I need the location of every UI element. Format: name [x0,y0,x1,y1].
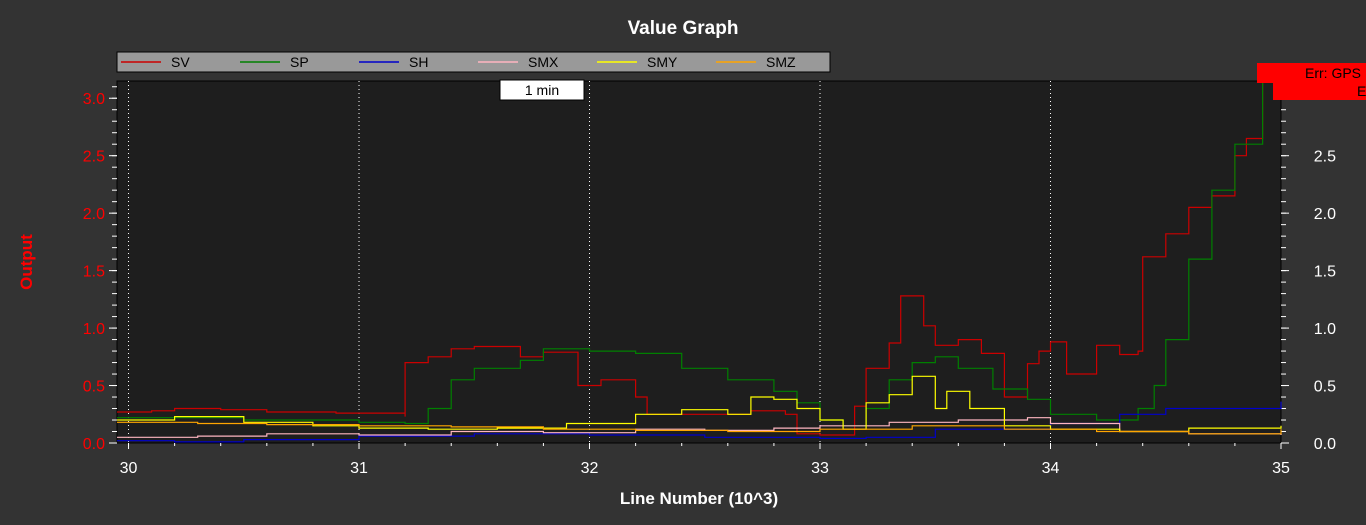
y-tick-label: 1.0 [83,321,105,338]
time-marker-label: 1 min [525,82,559,98]
legend-label-smz: SMZ [766,54,796,70]
x-tick-label: 35 [1272,460,1290,477]
legend-label-sh: SH [409,54,428,70]
x-axis-label: Line Number (10^3) [620,489,778,508]
y-axis-label: Output [17,234,36,290]
chart-title: Value Graph [628,18,739,39]
legend[interactable]: SV SP SH SMX SMY SMZ [116,51,831,73]
error-flag-gps [1257,63,1366,83]
legend-label-smx: SMX [528,54,559,70]
time-marker-box [499,79,585,101]
y-right-tick-label: 1.5 [1314,264,1336,281]
x-tick-label: 30 [120,460,138,477]
x-axis: 30 31 32 33 34 35 [120,443,1290,477]
series-line-sh [117,401,1282,443]
time-marker: 1 min [499,79,585,101]
y-tick-label: 2.5 [83,149,105,166]
y-right-tick-label: 0.0 [1314,436,1336,453]
y-tick-label: 2.0 [83,206,105,223]
y-right-tick-label: 2.0 [1314,206,1336,223]
legend-box [116,51,831,73]
x-tick-label: 31 [350,460,368,477]
error-flag-gps-label: Err: GPS [1305,65,1361,81]
y-tick-label: 0.5 [83,379,105,396]
legend-label-sp: SP [290,54,309,70]
y-tick-label: 0.0 [83,436,105,453]
error-flag-2-label: E [1357,83,1366,99]
x-tick-label: 34 [1042,460,1060,477]
x-tick-label: 32 [581,460,599,477]
error-flags: Err: GPS E [1257,63,1366,100]
y-tick-label: 1.5 [83,264,105,281]
y-tick-label: 3.0 [83,91,105,108]
legend-label-smy: SMY [647,54,678,70]
y-right-tick-label: 1.0 [1314,321,1336,338]
y-axis-right: 0.0 0.5 1.0 1.5 2.0 2.5 [1281,149,1336,453]
plot-area[interactable] [116,80,1282,444]
grid-lines [128,81,1052,443]
legend-label-sv: SV [171,54,190,70]
series-line-smx [117,417,1282,438]
x-tick-label: 33 [811,460,829,477]
y-axis-left: 0.0 0.5 1.0 1.5 2.0 2.5 3.0 [83,91,117,453]
y-right-tick-label: 0.5 [1314,379,1336,396]
y-right-tick-label: 2.5 [1314,149,1336,166]
series-line-smy [117,375,1282,433]
series-layer [117,81,1282,443]
series-line-smz [117,421,1282,435]
error-flag-2 [1273,81,1366,100]
